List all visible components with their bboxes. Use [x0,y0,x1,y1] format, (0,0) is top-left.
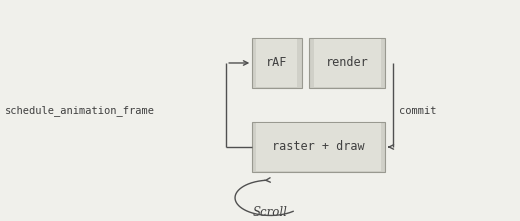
Text: Scroll: Scroll [253,206,288,219]
FancyBboxPatch shape [252,38,302,88]
FancyBboxPatch shape [256,123,381,171]
FancyBboxPatch shape [252,122,385,172]
Text: commit: commit [399,105,436,116]
FancyBboxPatch shape [309,38,385,88]
Text: render: render [326,57,369,69]
FancyBboxPatch shape [256,39,297,87]
FancyBboxPatch shape [314,39,381,87]
Text: rAF: rAF [266,57,288,69]
Text: raster + draw: raster + draw [272,141,365,153]
Text: schedule_animation_frame: schedule_animation_frame [5,105,155,116]
